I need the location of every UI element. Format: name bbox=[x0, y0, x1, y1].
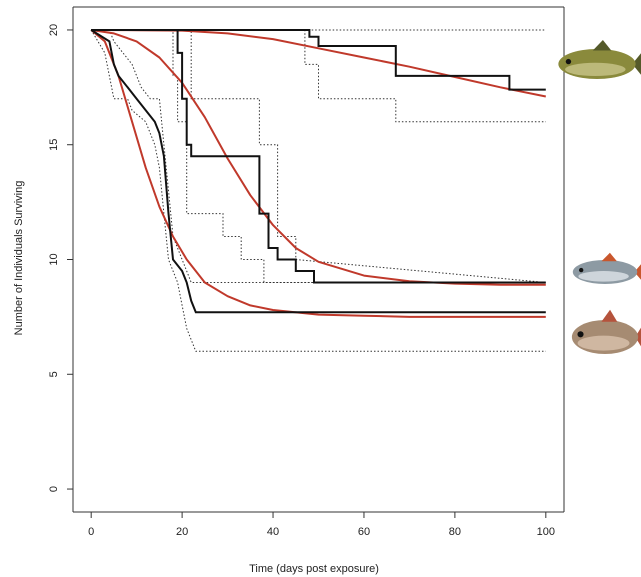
survival-curve-group-1 bbox=[91, 29, 546, 91]
x-tick-label: 20 bbox=[176, 526, 188, 538]
y-tick-label: 20 bbox=[48, 24, 60, 36]
y-axis-title: Number of Individuals Surviving bbox=[13, 181, 25, 336]
x-tick-label: 0 bbox=[88, 526, 94, 538]
ci-lower-line-group-1 bbox=[91, 29, 546, 123]
ci-upper-line-group-3 bbox=[91, 29, 546, 283]
roach-fish-icon bbox=[572, 252, 641, 284]
confidence-interval-lines bbox=[90, 29, 546, 352]
y-tick-label: 5 bbox=[48, 371, 60, 377]
x-tick-label: 40 bbox=[267, 526, 279, 538]
ci-upper-line-group-2 bbox=[91, 29, 546, 283]
bream-fish-icon bbox=[571, 309, 641, 354]
ci-lower-line-group-3 bbox=[90, 29, 546, 352]
y-tick-label: 0 bbox=[48, 486, 60, 492]
survival-curve-group-2 bbox=[91, 29, 546, 284]
fitted-curve-group-3 bbox=[90, 29, 546, 318]
ci-lower-line-group-2 bbox=[91, 29, 546, 283]
fitted-curve-group-2 bbox=[91, 29, 546, 286]
y-tick-label: 15 bbox=[48, 139, 60, 151]
survival-curve-group-3 bbox=[90, 29, 546, 314]
survival-step-curves bbox=[90, 29, 546, 314]
x-tick-label: 60 bbox=[358, 526, 370, 538]
tench-fish-icon bbox=[558, 40, 641, 79]
species-icons bbox=[558, 40, 641, 354]
x-axis-title: Time (days post exposure) bbox=[249, 563, 379, 575]
x-tick-label: 100 bbox=[537, 526, 555, 538]
x-tick-label: 80 bbox=[449, 526, 461, 538]
axes: 0 20 40 60 80 100 0 5 10 15 20 bbox=[48, 6, 565, 538]
y-tick-label: 10 bbox=[48, 253, 60, 265]
